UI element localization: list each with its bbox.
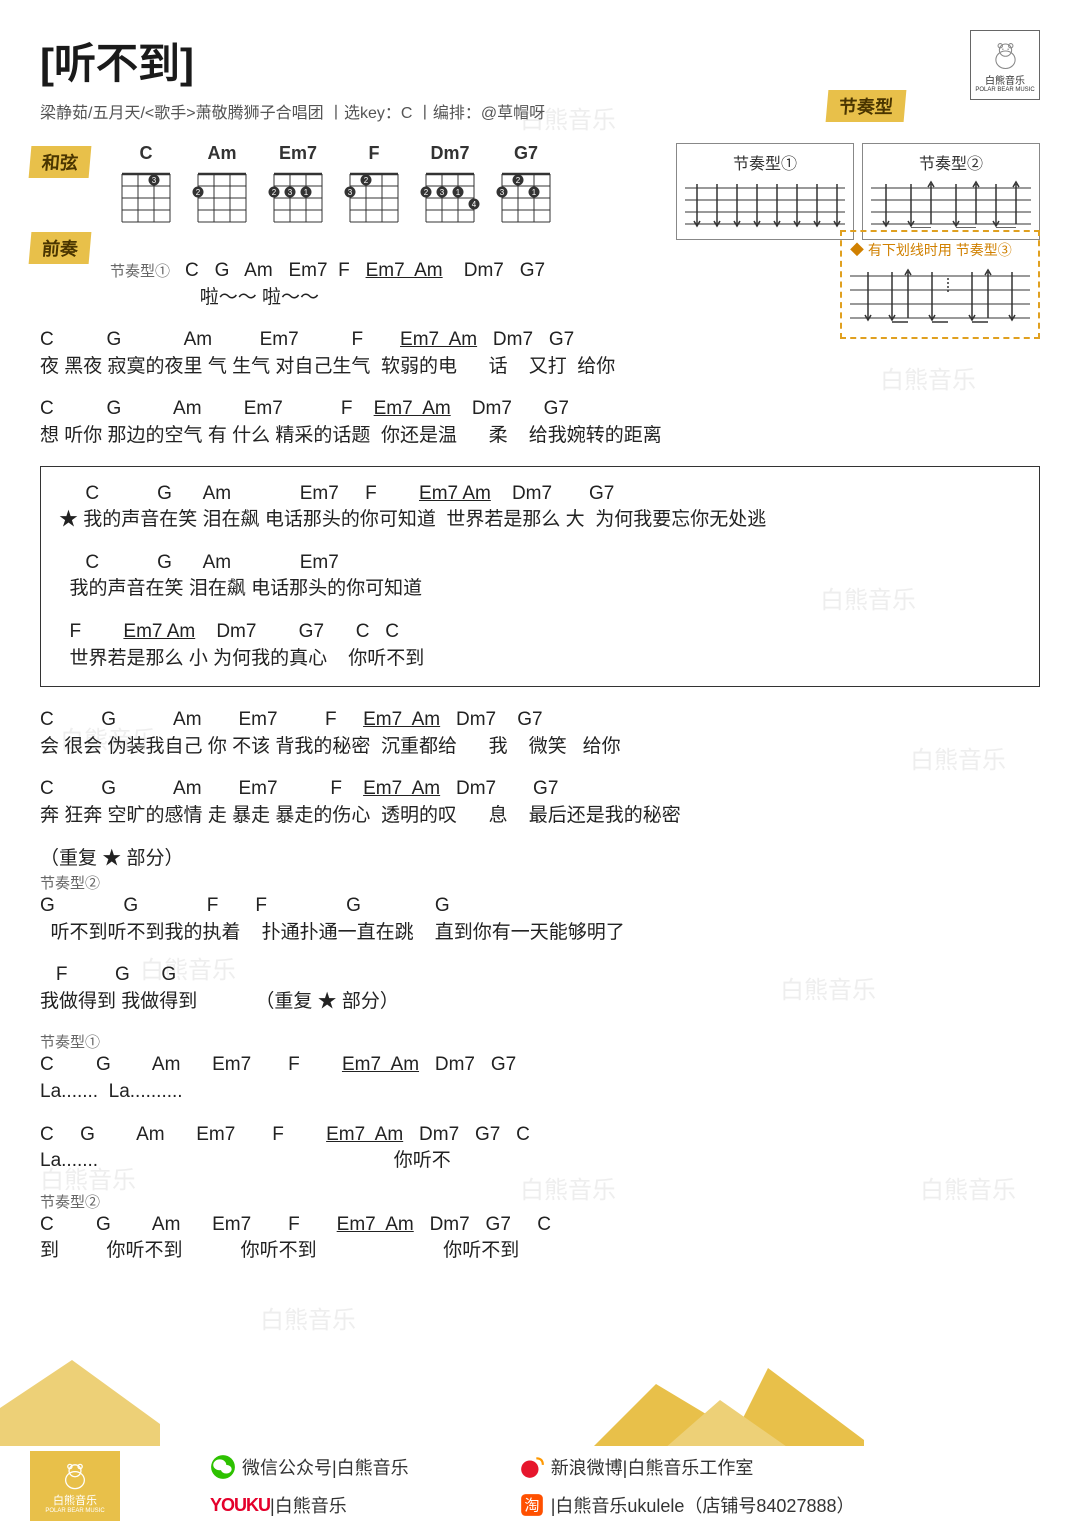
wechat-icon [210,1454,236,1480]
chord-line: C G Am Em7 F Em7 Am Dm7 G7 [40,1052,1040,1079]
strum-pattern-3: ◆ 有下划线时用 节奏型③ [840,230,1040,339]
lyric-line: 听不到听不到我的执着 扑通扑通一直在跳 直到你有一天能够明了 [40,920,1040,947]
bear-icon [988,37,1023,72]
lyric-line: 夜 黑夜 寂寞的夜里 气 生气 对自己生气 软弱的电 话 又打 给你 [40,354,1040,381]
footer-logo: 白熊音乐 POLAR BEAR MUSIC [30,1451,120,1521]
rhythm-note: 节奏型② [40,1191,1040,1212]
watermark: 白熊音乐 [260,1300,356,1335]
rhythm-note: 节奏型② [40,872,1040,893]
brand-logo: 白熊音乐 POLAR BEAR MUSIC [970,30,1040,100]
lyric-line: 世界若是那么 小 为何我的真心 你听不到 [59,646,1021,673]
tag-chord: 和弦 [29,146,92,178]
lyric-line: La....... La.......... [40,1079,1040,1106]
taobao-icon: 淘 [519,1492,545,1518]
lyric-line: 想 听你 那边的空气 有 什么 精采的话题 你还是温 柔 给我婉转的距离 [40,423,1040,450]
chord-line: C G Am Em7 F Em7 Am Dm7 G7 C [40,1212,1040,1239]
footer-text: 微信公众号|白熊音乐 [242,1454,409,1480]
chord-line: C G Am Em7 F Em7 Am Dm7 G7 [40,396,1040,423]
svg-text:3: 3 [440,188,445,197]
svg-text:3: 3 [500,188,505,197]
footer-youku: YOUKU |白熊音乐 [210,1492,409,1518]
svg-text:2: 2 [424,188,429,197]
chord-diagram-am: Am2 [186,143,258,231]
lyric-line: 奔 狂奔 空旷的感情 走 暴走 暴走的伤心 透明的叹 息 最后还是我的秘密 [40,803,1040,830]
svg-text:2: 2 [196,188,201,197]
brand-en: POLAR BEAR MUSIC [975,87,1034,93]
song-title: [听不到] [40,30,1040,91]
svg-text:3: 3 [152,176,157,185]
chord-line: C G Am Em7 [59,550,1021,577]
lyric-line: 到 你听不到 你听不到 你听不到 [40,1238,1040,1265]
svg-text:1: 1 [304,188,309,197]
repeat-note: （重复 ★ 部分） [40,846,1040,873]
footer-brand: 白熊音乐 [53,1492,97,1508]
chord-line: C G Am Em7 F Em7 Am Dm7 G7 [40,707,1040,734]
chord-line: C G Am Em7 F Em7 Am Dm7 G7 [40,776,1040,803]
rhythm-note: 节奏型① [40,1031,1040,1052]
chord-diagram-f: F23 [338,143,410,231]
strum-label: 节奏型② [871,150,1031,174]
svg-text:3: 3 [348,188,353,197]
footer-taobao: 淘 |白熊音乐ukulele（店铺号84027888） [519,1492,855,1518]
lyric-line: 我做得到 我做得到 （重复 ★ 部分） [40,989,1040,1016]
lyric-line: 我的声音在笑 泪在飙 电话那头的你可知道 [59,576,1021,603]
strum-pattern-1: 节奏型① [676,143,854,240]
chord-line: C G Am Em7 F Em7 Am Dm7 G7 [40,327,1040,354]
chord-line: C G Am Em7 F Em7 Am Dm7 G7 [59,481,1021,508]
strum-pattern-2: 节奏型② [862,143,1040,240]
svg-text:2: 2 [272,188,277,197]
chord-line: C G Am Em7 F Em7 Am Dm7 G7 C [40,1122,1040,1149]
chord-line: F Em7 Am Dm7 G7 C C [59,619,1021,646]
chord-diagram-g7: G7231 [490,143,562,231]
svg-text:1: 1 [456,188,461,197]
svg-text:3: 3 [288,188,293,197]
youku-icon: YOUKU [210,1495,270,1516]
weibo-icon [519,1454,545,1480]
footer-text: 新浪微博|白熊音乐工作室 [551,1454,754,1480]
chorus-box: C G Am Em7 F Em7 Am Dm7 G7 ★ 我的声音在笑 泪在飙 … [40,466,1040,688]
lyric-line: ★ 我的声音在笑 泪在飙 电话那头的你可知道 世界若是那么 大 为何我要忘你无处… [59,507,1021,534]
svg-text:4: 4 [472,200,477,209]
intro-chords: C G Am Em7 F Em7 Am Dm7 G7 [174,260,545,281]
tag-intro: 前奏 [29,232,92,264]
svg-text:2: 2 [364,176,369,185]
footer-weibo: 新浪微博|白熊音乐工作室 [519,1454,855,1480]
chord-line: F G G [40,962,1040,989]
strum-label: 节奏型① [685,150,845,174]
svg-text:1: 1 [532,188,537,197]
strum-note: ◆ 有下划线时用 节奏型③ [850,240,1030,260]
chord-line: G G F F G G [40,893,1040,920]
footer: 白熊音乐 POLAR BEAR MUSIC 微信公众号|白熊音乐 YOUKU |… [0,1446,1080,1526]
chord-diagram-em7: Em7231 [262,143,334,231]
footer-wechat: 微信公众号|白熊音乐 [210,1454,409,1480]
mountain-decoration [0,1336,864,1456]
svg-text:淘: 淘 [524,1497,539,1514]
rhythm-note: 节奏型① [110,263,170,280]
footer-brand-en: POLAR BEAR MUSIC [45,1508,104,1514]
footer-text: |白熊音乐ukulele（店铺号84027888） [551,1492,855,1518]
footer-text: |白熊音乐 [270,1492,347,1518]
chord-diagram-c: C3 [110,143,182,231]
tag-rhythm: 节奏型 [826,90,907,122]
svg-text:2: 2 [516,176,521,185]
brand-name: 白熊音乐 [985,72,1025,87]
lyric-line: La....... 你听不 [40,1148,1040,1175]
chord-diagram-dm7: Dm72314 [414,143,486,231]
lyric-line: 会 很会 伪装我自己 你 不该 背我的秘密 沉重都给 我 微笑 给你 [40,734,1040,761]
